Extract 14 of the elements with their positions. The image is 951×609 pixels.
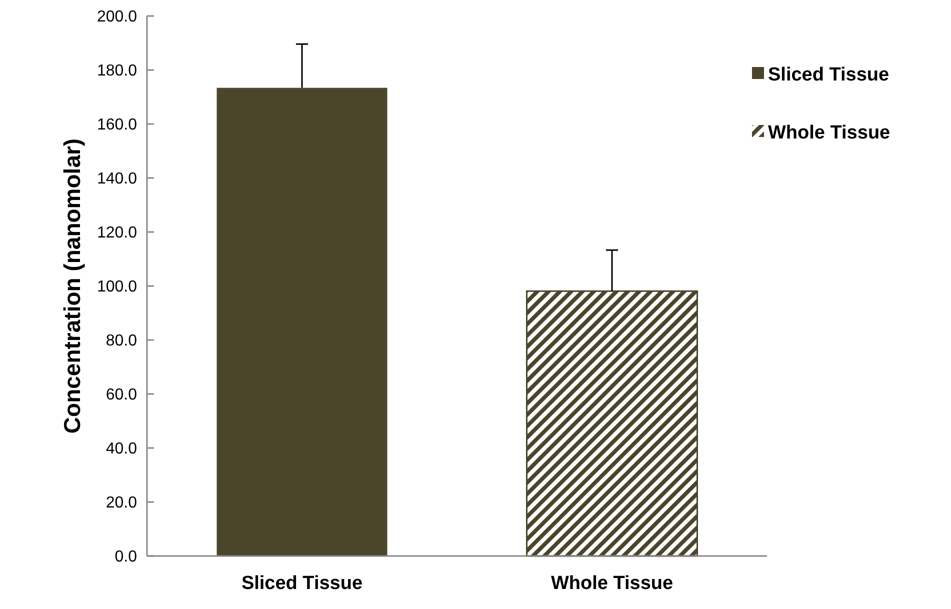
y-tick-label: 20.0 — [106, 494, 138, 512]
y-tick-label: 120.0 — [96, 224, 138, 242]
y-axis-title: Concentration (nanomolar) — [59, 138, 85, 434]
legend-label: Sliced Tissue — [768, 64, 890, 86]
y-tick-label: 160.0 — [96, 116, 138, 134]
y-tick-label: 0.0 — [114, 548, 138, 566]
y-tick-label: 200.0 — [96, 8, 138, 26]
y-tick-label: 60.0 — [106, 386, 138, 404]
y-tick-label: 100.0 — [96, 278, 138, 296]
y-tick-label: 180.0 — [96, 62, 138, 80]
y-tick-label: 40.0 — [106, 440, 138, 458]
y-tick-label: 80.0 — [106, 332, 138, 350]
y-tick-label: 140.0 — [96, 170, 138, 188]
legend-label: Whole Tissue — [768, 122, 890, 144]
